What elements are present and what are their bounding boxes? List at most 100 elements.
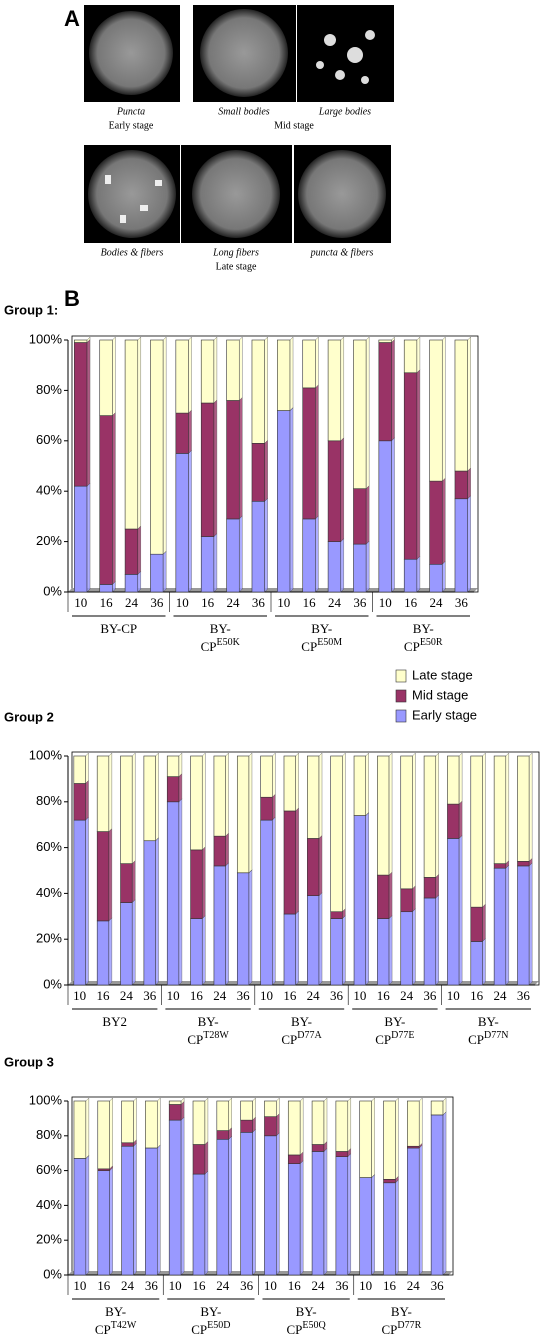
group-label-part: CP [404, 639, 420, 654]
bar-side [443, 1112, 446, 1275]
y-tick-label: 60% [36, 1162, 62, 1177]
bar-side [179, 799, 182, 985]
bar-side [138, 526, 141, 574]
bar-segment [328, 542, 341, 592]
x-tick-label: 36 [252, 595, 266, 610]
bar-segment [312, 1151, 324, 1275]
bar-side [109, 753, 112, 832]
bar-side [468, 496, 471, 592]
bar-segment [98, 1171, 110, 1275]
bar-segment [176, 413, 189, 453]
group-label: BY- [478, 1014, 499, 1029]
caption: Long fibers [212, 247, 259, 258]
bar-side [86, 753, 89, 783]
bar-side [419, 1098, 422, 1146]
bar-segment [288, 1164, 300, 1275]
bar-segment [401, 756, 413, 889]
bar-segment [384, 1179, 396, 1182]
panel-label: B [64, 286, 80, 311]
caption: Small bodies [218, 106, 269, 117]
bar-side [181, 1117, 184, 1275]
bar-side [319, 835, 322, 895]
bar-segment [97, 921, 109, 985]
figure: A Puncta Small bodies Large bodies Early… [0, 0, 543, 1337]
x-tick-label: 10 [167, 988, 180, 1003]
bar-segment [122, 1101, 134, 1143]
bar-side [253, 1098, 256, 1120]
bar-segment [303, 340, 316, 388]
bar-segment [447, 838, 459, 985]
bar-segment [331, 912, 343, 919]
bar-side [459, 801, 462, 838]
bar-side [412, 753, 415, 889]
bar-side [395, 1180, 398, 1275]
group-label-sup: E50Q [302, 1320, 326, 1331]
caption: puncta & fibers [310, 247, 374, 258]
bar-segment [384, 1101, 396, 1179]
chart-title: Group 2 [4, 709, 54, 724]
group-label: BY- [296, 1304, 317, 1319]
bar-side [272, 794, 275, 820]
bar-side [296, 808, 299, 914]
bar-side [214, 337, 217, 403]
group-label: BY- [413, 621, 434, 636]
bar-segment [145, 1148, 157, 1275]
bar-segment [201, 403, 214, 537]
bar-segment [447, 756, 459, 804]
bar-segment [144, 841, 156, 985]
group-label: CPT42W [95, 1320, 137, 1337]
bar-side [290, 337, 293, 411]
group-label-sup: T42W [111, 1320, 137, 1331]
x-tick-label: 24 [226, 595, 240, 610]
bar-segment [354, 816, 366, 985]
group-label-part: CP [381, 1322, 397, 1337]
bar-segment [360, 1178, 372, 1275]
bar-side [179, 753, 182, 777]
group-label: CPD77E [375, 1030, 414, 1047]
bar-segment [336, 1157, 348, 1275]
bar-segment [379, 340, 392, 343]
bar-side [442, 561, 445, 592]
bar-segment [284, 756, 296, 811]
bar-segment [100, 340, 113, 416]
bar-segment [303, 519, 316, 592]
bar-side [132, 900, 135, 985]
x-tick-label: 36 [431, 1278, 445, 1293]
bar-side [468, 468, 471, 499]
bar-segment [447, 804, 459, 838]
bar-segment [384, 1183, 396, 1275]
bar-side [265, 440, 268, 501]
bar-side [253, 1129, 256, 1275]
bar-side [341, 539, 344, 592]
legend-swatch [396, 670, 406, 682]
bar-segment [404, 559, 417, 592]
bar-side [482, 938, 485, 985]
bar-segment [74, 783, 86, 820]
x-tick-label: 16 [201, 595, 215, 610]
x-tick-label: 10 [176, 595, 189, 610]
x-tick-label: 36 [145, 1278, 159, 1293]
bar-segment [217, 1131, 229, 1140]
bar-segment [312, 1145, 324, 1152]
y-tick-label: 100% [29, 331, 63, 346]
bar-side [87, 483, 90, 592]
bar-segment [331, 756, 343, 912]
bar-segment [227, 519, 240, 592]
bar-segment [471, 907, 483, 941]
bar-side [205, 1098, 208, 1145]
bar-segment [379, 343, 392, 441]
bar-segment [424, 898, 436, 985]
bar-side [290, 408, 293, 592]
x-tick-label: 24 [493, 988, 507, 1003]
bar-segment [227, 400, 240, 518]
bar-segment [74, 343, 87, 487]
group-label: BY- [210, 621, 231, 636]
y-tick-label: 20% [36, 533, 62, 548]
bar-side [133, 1143, 136, 1275]
group-label-part: CP [468, 1032, 484, 1047]
bar-side [341, 438, 344, 542]
group-label-part: CP [191, 1322, 207, 1337]
bar-segment [336, 1101, 348, 1151]
bar-segment [377, 875, 389, 919]
bar-side [189, 410, 192, 453]
